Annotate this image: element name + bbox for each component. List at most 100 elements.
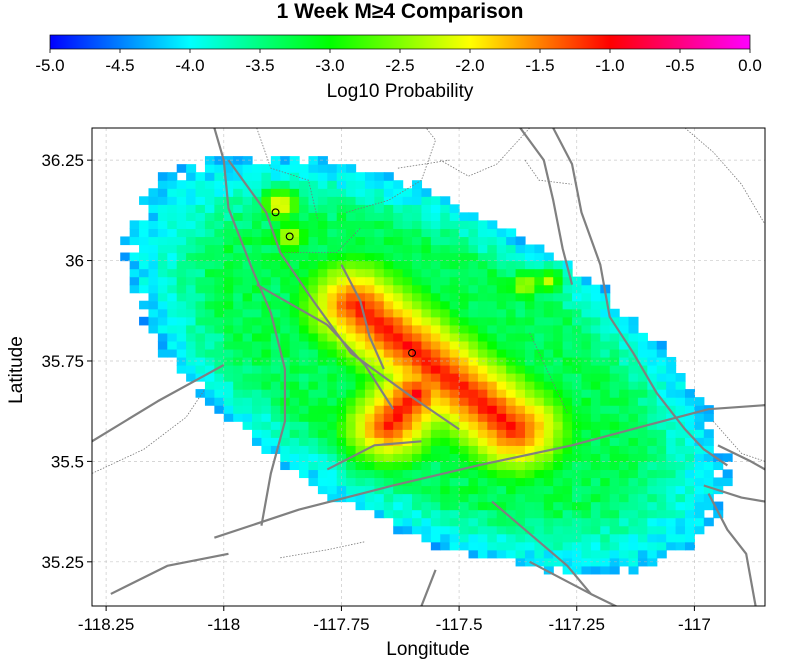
heat-cell (487, 324, 498, 334)
heat-cell (270, 405, 281, 414)
heat-cell (590, 469, 601, 479)
heat-cell (543, 316, 554, 326)
heat-cell (468, 381, 479, 390)
heat-cell (214, 196, 225, 205)
heat-cell (694, 525, 705, 535)
heat-cell (223, 260, 234, 270)
heat-cell (299, 364, 310, 374)
heat-cell (383, 437, 394, 446)
heat-cell (666, 509, 677, 519)
heat-cell (186, 212, 197, 221)
heat-cell (487, 485, 498, 495)
heat-cell (656, 348, 667, 358)
heat-cell (515, 260, 526, 270)
heat-cell (553, 364, 564, 374)
heat-cell (261, 316, 272, 326)
heat-cell (252, 356, 263, 366)
heat-cell (506, 533, 517, 543)
heat-cell (562, 453, 573, 462)
heat-cell (487, 517, 498, 527)
heat-cell (534, 332, 545, 342)
heat-cell (600, 316, 611, 326)
heat-cell (562, 437, 573, 446)
heat-cell (412, 324, 423, 334)
heat-cell (515, 421, 526, 430)
heat-cell (609, 316, 620, 326)
heat-cell (233, 244, 244, 254)
heat-cell (280, 212, 291, 221)
heat-cell (336, 421, 347, 430)
heat-cell (543, 549, 554, 559)
heat-cell (553, 429, 564, 438)
heat-cell (252, 164, 263, 173)
heat-cell (327, 236, 338, 246)
heat-cell (572, 356, 583, 366)
heat-cell (487, 220, 498, 230)
heat-cell (327, 164, 338, 173)
heat-cell (619, 348, 630, 358)
heat-cell (299, 236, 310, 246)
heat-cell (590, 356, 601, 366)
heat-cell (346, 196, 357, 205)
heat-cell (440, 477, 451, 487)
heat-cell (487, 276, 498, 286)
heat-cell (515, 236, 526, 246)
heat-cell (449, 541, 460, 551)
heat-cell (468, 509, 479, 519)
heat-cell (355, 196, 366, 205)
heat-cell (496, 236, 507, 246)
heat-cell (430, 300, 441, 310)
heat-cell (364, 204, 375, 213)
heat-cell (468, 517, 479, 527)
heat-cell (364, 493, 375, 503)
heat-cell (364, 268, 375, 278)
heat-cell (637, 348, 648, 358)
heat-cell (515, 308, 526, 318)
heat-cell (449, 332, 460, 342)
heat-cell (242, 389, 253, 398)
heat-cell (496, 324, 507, 334)
heat-cell (308, 461, 319, 471)
heat-cell (496, 252, 507, 262)
heat-cell (242, 292, 253, 302)
heat-cell (252, 316, 263, 326)
heat-cell (195, 300, 206, 310)
gridlines (92, 128, 765, 606)
heat-cell (421, 276, 432, 286)
heat-cell (506, 316, 517, 326)
fault-line (340, 264, 385, 370)
heat-cell (421, 517, 432, 527)
heat-cell (355, 413, 366, 422)
heat-cell (186, 276, 197, 286)
heat-cell (656, 525, 667, 535)
heat-cell (346, 373, 357, 382)
heat-cell (553, 397, 564, 406)
heat-cell (299, 332, 310, 342)
heat-cell (167, 236, 178, 246)
heat-cell (299, 316, 310, 326)
heat-cell (214, 180, 225, 189)
heat-cell (280, 260, 291, 270)
heat-cell (308, 308, 319, 318)
heat-cell (167, 340, 178, 350)
heat-cell (186, 308, 197, 318)
heat-cell (299, 397, 310, 406)
heat-cell (374, 244, 385, 254)
heat-cell (327, 252, 338, 262)
heat-cell (600, 356, 611, 366)
heat-cell (421, 525, 432, 535)
heat-cell (176, 340, 187, 350)
heat-cell (402, 324, 413, 334)
heat-cell (524, 268, 535, 278)
heat-cell (308, 244, 319, 254)
heat-cell (477, 381, 488, 390)
heat-cell (572, 501, 583, 511)
heat-cell (299, 204, 310, 213)
heat-cell (261, 397, 272, 406)
heat-cell (468, 549, 479, 559)
heat-cell (233, 196, 244, 205)
heat-cell (666, 461, 677, 471)
heat-cell (412, 284, 423, 294)
heat-cell (167, 308, 178, 318)
heat-cell (440, 389, 451, 398)
